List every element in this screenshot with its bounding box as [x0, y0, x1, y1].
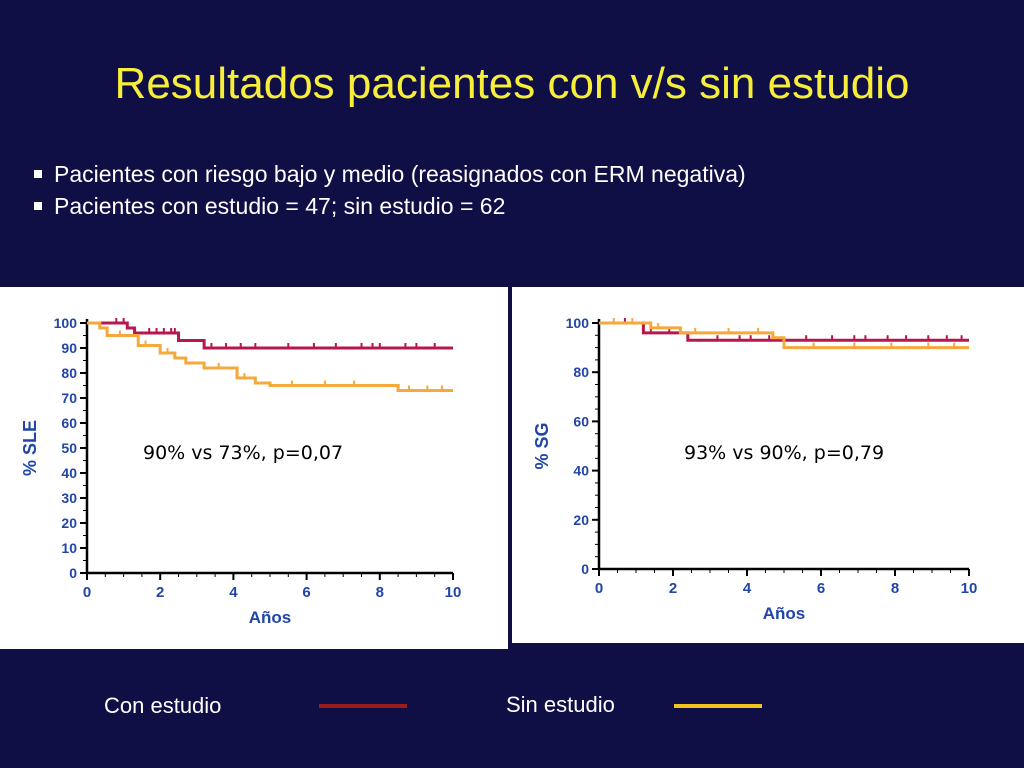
series-line-sin — [599, 321, 969, 350]
bullet-list: Pacientes con riesgo bajo y medio (reasi… — [30, 158, 746, 222]
y-tick-label: 100 — [566, 315, 590, 331]
chart-panel-sle: 0 10 20 30 40 50 60 70 80 90 100 0 2 4 6 8 10 Años % SLE 9… — [0, 287, 508, 649]
bullet-square-icon — [34, 170, 42, 178]
x-tick-label: 2 — [156, 584, 164, 601]
series-line-sin — [87, 321, 453, 392]
bullet-text: Pacientes con riesgo bajo y medio (reasi… — [54, 160, 746, 187]
legend-label-sin: Sin estudio — [506, 692, 615, 717]
y-tick-label: 100 — [54, 315, 78, 331]
bullet-item: Pacientes con riesgo bajo y medio (reasi… — [30, 158, 746, 190]
y-tick-label: 0 — [581, 561, 589, 577]
x-tick-label: 4 — [743, 580, 752, 597]
y-tick-label: 50 — [61, 440, 77, 456]
legend-swatch-con — [319, 704, 407, 708]
y-axis-label: % SG — [532, 422, 552, 469]
x-tick-label: 10 — [445, 584, 462, 601]
x-tick-label: 2 — [669, 580, 677, 597]
y-tick-label: 30 — [61, 490, 77, 506]
x-tick-label: 0 — [595, 580, 603, 597]
bullet-text: Pacientes con estudio = 47; sin estudio … — [54, 192, 506, 219]
y-tick-label: 0 — [69, 565, 77, 581]
chart-panel-sg: 0 20 40 60 80 100 0 2 4 6 8 10 Años % SG 93% vs 90%, … — [512, 287, 1024, 643]
x-tick-label: 6 — [817, 580, 825, 597]
legend: Con estudio Sin estudio — [0, 680, 1024, 740]
slide-title: Resultados pacientes con v/s sin estudio — [114, 59, 910, 108]
y-tick-label: 40 — [61, 465, 77, 481]
y-tick-label: 60 — [61, 415, 77, 431]
x-tick-label: 8 — [376, 584, 384, 601]
chart-sg: 0 20 40 60 80 100 0 2 4 6 8 10 Años % SG — [532, 315, 978, 623]
bullet-square-icon — [34, 202, 42, 210]
chart-annotation: 93% vs 90%, p=0,79 — [684, 442, 885, 464]
y-tick-label: 80 — [61, 365, 77, 381]
y-tick-label: 20 — [61, 515, 77, 531]
chart-sle: 0 10 20 30 40 50 60 70 80 90 100 0 2 4 6 8 10 Años % SLE — [20, 315, 462, 627]
y-tick-label: 70 — [61, 390, 77, 406]
bullet-item: Pacientes con estudio = 47; sin estudio … — [30, 190, 746, 222]
y-tick-label: 40 — [573, 463, 589, 479]
legend-swatch-sin — [674, 704, 762, 708]
y-tick-label: 10 — [61, 540, 77, 556]
x-tick-label: 0 — [83, 584, 91, 601]
x-tick-label: 8 — [891, 580, 899, 597]
y-axis-label: % SLE — [20, 420, 40, 476]
y-tick-label: 90 — [61, 340, 77, 356]
x-axis-label: Años — [249, 608, 292, 627]
x-tick-label: 6 — [302, 584, 310, 601]
y-tick-label: 20 — [573, 512, 589, 528]
legend-label-con: Con estudio — [104, 693, 222, 718]
x-tick-label: 10 — [961, 580, 978, 597]
y-tick-label: 60 — [573, 413, 589, 429]
chart-annotation: 90% vs 73%, p=0,07 — [143, 442, 344, 464]
x-axis-label: Años — [763, 604, 806, 623]
y-tick-label: 80 — [573, 364, 589, 380]
x-tick-label: 4 — [229, 584, 238, 601]
